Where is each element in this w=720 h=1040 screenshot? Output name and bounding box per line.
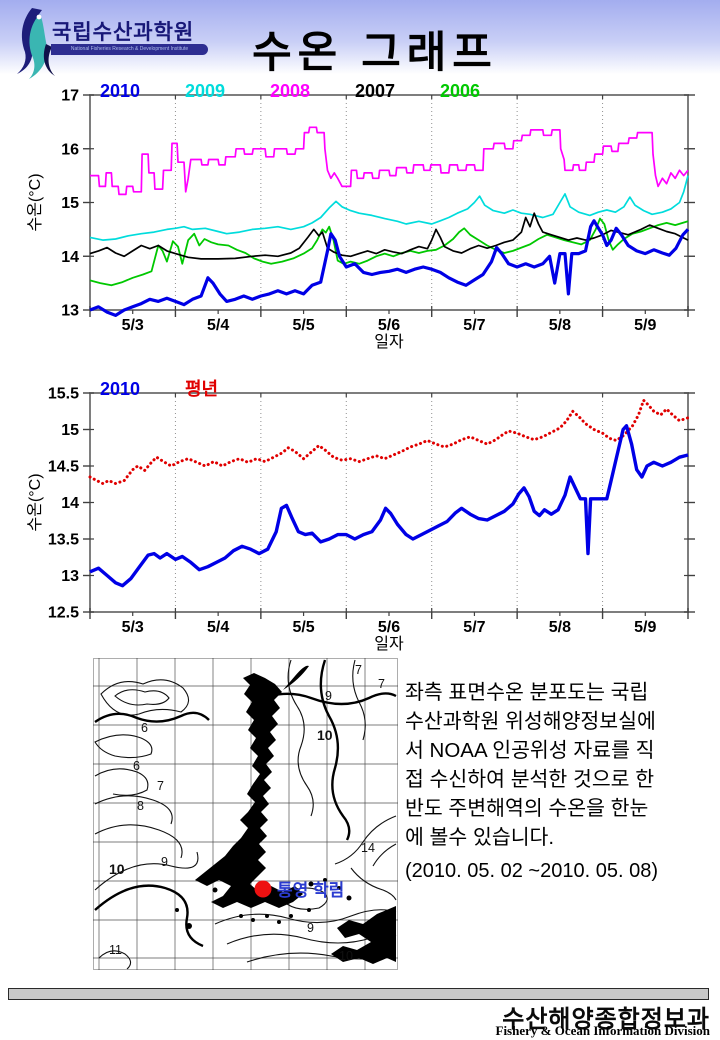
coastline (195, 665, 396, 964)
contour-label: 11 (109, 943, 122, 957)
x-tick-label: 5/8 (549, 317, 571, 334)
x-tick-label: 5/6 (378, 619, 400, 636)
series-line-2007 (89, 212, 689, 260)
description-line: 반도 주변해역의 수온을 한눈 (405, 797, 649, 820)
contour-label: 7 (355, 663, 362, 677)
temperature-vs-normal-chart: 5/3 5/4 5/5 5/6 5/7 5/8 5/9 12.5 13 13.5 14 14.5 15 1… (26, 379, 695, 653)
contour-label: 9 (325, 689, 332, 703)
y-axis-title: 수온(°C) (26, 173, 44, 231)
description-line: 서 NOAA 인공위성 자료를 직 (405, 739, 655, 762)
y-tick-label: 14 (61, 495, 79, 512)
station-label: 통영 학림 (277, 881, 344, 900)
department-name-korean: 수산해양종합정보과 (502, 1006, 710, 1033)
series-line-평년 (88, 398, 690, 485)
description-line: 에 볼수 있습니다. (405, 826, 555, 849)
legend-entry-2008: 2008 (270, 81, 310, 101)
contour-label: 7 (157, 779, 164, 793)
y-tick-label: 15 (61, 422, 79, 439)
legend-entry-2007: 2007 (355, 81, 395, 101)
contour-label: 14 (361, 841, 375, 855)
x-axis-title: 일자 (374, 333, 404, 351)
contour-label: 6 (133, 759, 140, 773)
x-tick-label: 5/9 (634, 619, 656, 636)
y-tick-label: 15 (61, 195, 79, 212)
multi-year-temperature-chart: 5/3 5/4 5/5 5/6 5/7 5/8 5/9 13 14 15 16 17 일자 수온(°C) 2… (26, 81, 695, 351)
description-line: 접 수신하여 분석한 것으로 한 (405, 768, 655, 791)
nfrdi-fish-logo-icon (17, 8, 55, 79)
x-tick-label: 5/7 (463, 619, 485, 636)
x-tick-label: 5/5 (292, 619, 314, 636)
y-tick-label: 15.5 (48, 386, 79, 403)
y-tick-label: 17 (61, 88, 79, 105)
legend-entry-평년: 평년 (185, 379, 218, 399)
series-line-2008 (90, 126, 689, 196)
org-name-english-bar: National Fisheries Research & Developmen… (51, 44, 208, 55)
legend-entry-2010: 2010 (100, 81, 140, 101)
island-dots (175, 872, 352, 929)
footer-divider-bar (8, 988, 709, 1000)
contour-label: 6 (141, 721, 148, 735)
y-tick-label: 16 (61, 141, 79, 158)
chart-vs-normal-container: 5/3 5/4 5/5 5/6 5/7 5/8 5/9 12.5 13 13.5 14 14.5 15 1… (20, 372, 710, 659)
bold-isotherm-contours (94, 659, 397, 948)
y-tick-label: 14 (61, 249, 79, 266)
x-tick-label: 5/3 (122, 317, 144, 334)
contour-label: 9 (307, 921, 314, 935)
sst-contour-map: 통영 학림 7 7 9 10 6 6 7 8 9 10 14 11 9 10 (93, 658, 398, 975)
y-tick-label: 13.5 (48, 532, 79, 549)
date-range: (2010. 05. 02 ~2010. 05. 08) (405, 860, 658, 882)
x-tick-label: 5/4 (207, 317, 229, 334)
y-tick-label: 14.5 (48, 459, 79, 476)
legend-entry-2006: 2006 (440, 81, 480, 101)
series-line-2006 (89, 217, 689, 287)
x-tick-label: 5/4 (207, 619, 229, 636)
contour-label: 10 (317, 727, 333, 743)
department-name-english: Fishery & Ocean Information Division (495, 1023, 711, 1038)
x-tick-label: 5/7 (463, 317, 485, 334)
org-name: 국립수산과학원 (52, 21, 195, 44)
contour-label: 10 (109, 861, 125, 877)
series-line-2010 (89, 424, 689, 588)
description-text: 좌측 표면수온 분포도는 국립 수산과학원 위성해양정보실에 서 NOAA 인공… (405, 678, 710, 852)
legend-entry-2009: 2009 (185, 81, 225, 101)
series-line-2010 (89, 219, 690, 317)
x-tick-label: 5/9 (634, 317, 656, 334)
y-axis-title: 수온(°C) (26, 473, 44, 531)
plot-frame (89, 94, 689, 311)
y-tick-label: 12.5 (48, 605, 79, 622)
series-line-2009 (89, 175, 689, 241)
page-header: 국립수산과학원 National Fisheries Research & De… (0, 0, 720, 93)
contour-label: 10 (339, 949, 353, 963)
x-axis-title: 일자 (374, 635, 404, 653)
contour-label: 9 (161, 855, 168, 869)
legend-entry-2010: 2010 (100, 379, 140, 399)
plot-frame (89, 392, 689, 613)
station-marker-dot (254, 880, 272, 898)
x-tick-label: 5/5 (292, 317, 314, 334)
contour-label: 7 (378, 677, 385, 691)
contour-label: 8 (137, 799, 144, 813)
y-tick-label: 13 (61, 303, 79, 320)
description-line: 좌측 표면수온 분포도는 국립 (405, 681, 649, 704)
chart-multi-year-container: 5/3 5/4 5/5 5/6 5/7 5/8 5/9 13 14 15 16 17 일자 수온(°C) 2… (20, 78, 710, 358)
page-title: 수온 그래프 (252, 29, 498, 77)
x-tick-label: 5/3 (122, 619, 144, 636)
x-tick-label: 5/6 (378, 317, 400, 334)
x-tick-label: 5/8 (549, 619, 571, 636)
description-line: 수산과학원 위성해양정보실에 (405, 710, 656, 733)
y-tick-label: 13 (61, 568, 79, 585)
